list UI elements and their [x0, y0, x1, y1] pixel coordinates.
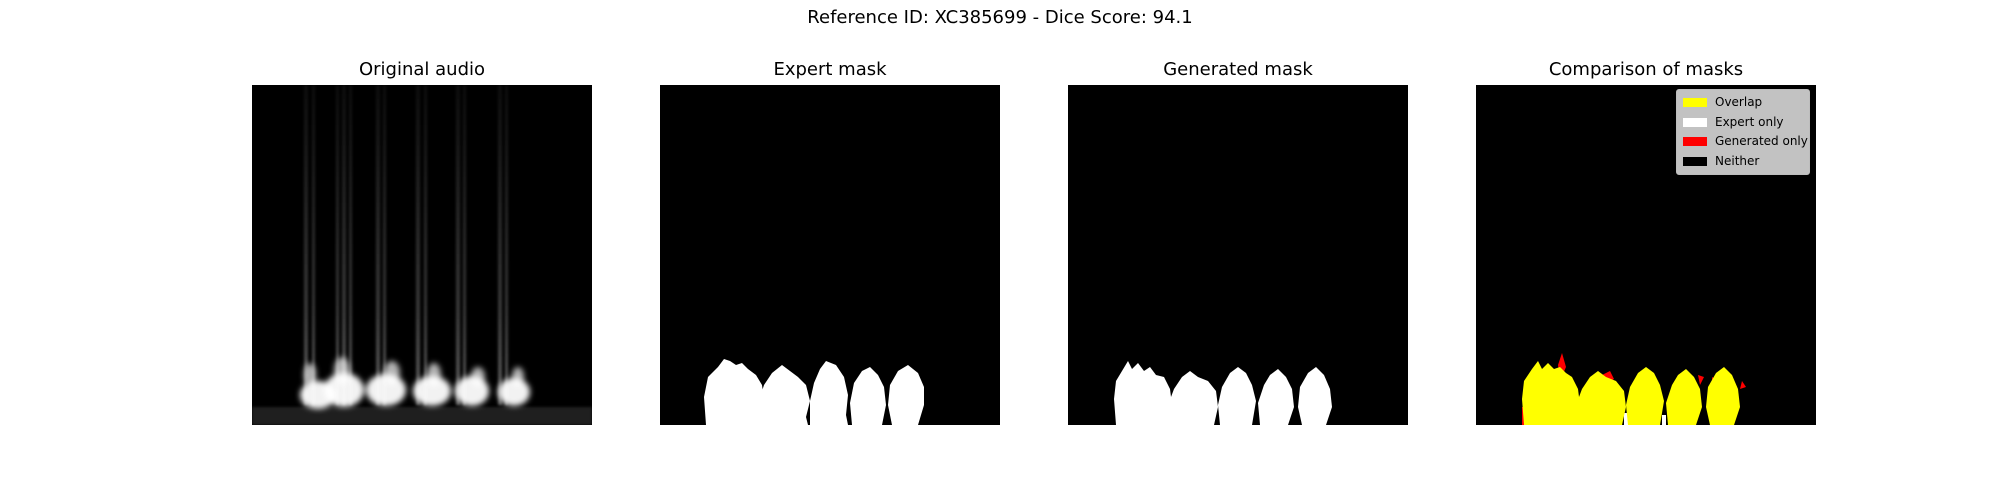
panel-title-original-audio: Original audio: [358, 59, 486, 80]
legend-item-neither: Neither: [1677, 152, 1809, 172]
panel-title-generated-mask: Generated mask: [1163, 59, 1313, 80]
spectrogram-image: [252, 85, 592, 425]
legend-swatch-overlap: [1683, 98, 1707, 107]
legend: Overlap Expert only Generated only Neith…: [1676, 89, 1810, 175]
expert-mask-image: [660, 85, 1000, 425]
legend-label: Neither: [1715, 153, 1760, 168]
generated-mask-image: [1068, 85, 1408, 425]
figure-title: Reference ID: XC385699 - Dice Score: 94.…: [807, 7, 1193, 28]
legend-label: Generated only: [1715, 134, 1808, 148]
generated-mask-svg: [1068, 85, 1408, 425]
legend-swatch-neither: [1683, 156, 1707, 166]
legend-swatch-expert-only: [1683, 117, 1707, 127]
spectrogram-svg: [252, 85, 592, 425]
legend-item-overlap: Overlap: [1677, 93, 1809, 113]
legend-item-expert-only: Expert only: [1677, 113, 1809, 133]
legend-label: Overlap: [1715, 95, 1763, 109]
expert-mask-regions: [704, 359, 924, 425]
legend-item-generated-only: Generated only: [1677, 132, 1809, 152]
overlap-regions: [1522, 361, 1740, 425]
panel-title-comparison: Comparison of masks: [1548, 59, 1744, 80]
expert-mask-svg: [660, 85, 1000, 425]
panel-title-expert-mask: Expert mask: [773, 59, 887, 80]
spectrogram-calls: [300, 357, 530, 409]
generated-mask-regions: [1114, 361, 1332, 425]
legend-label: Expert only: [1715, 114, 1784, 129]
legend-swatch-generated-only: [1683, 137, 1707, 146]
spectrogram-streaks: [304, 85, 508, 405]
